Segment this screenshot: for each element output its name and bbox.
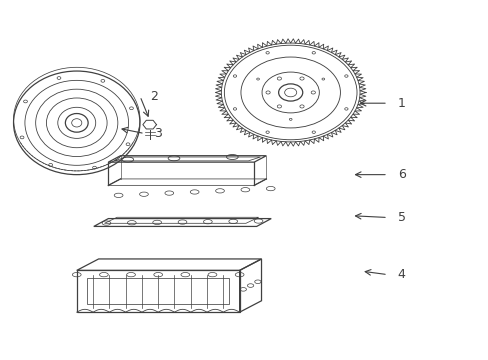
Text: 4: 4: [397, 268, 405, 281]
Text: 6: 6: [397, 168, 405, 181]
Text: 1: 1: [397, 97, 405, 110]
Text: 3: 3: [154, 127, 162, 140]
Text: 5: 5: [397, 211, 405, 224]
Text: 2: 2: [149, 90, 157, 103]
